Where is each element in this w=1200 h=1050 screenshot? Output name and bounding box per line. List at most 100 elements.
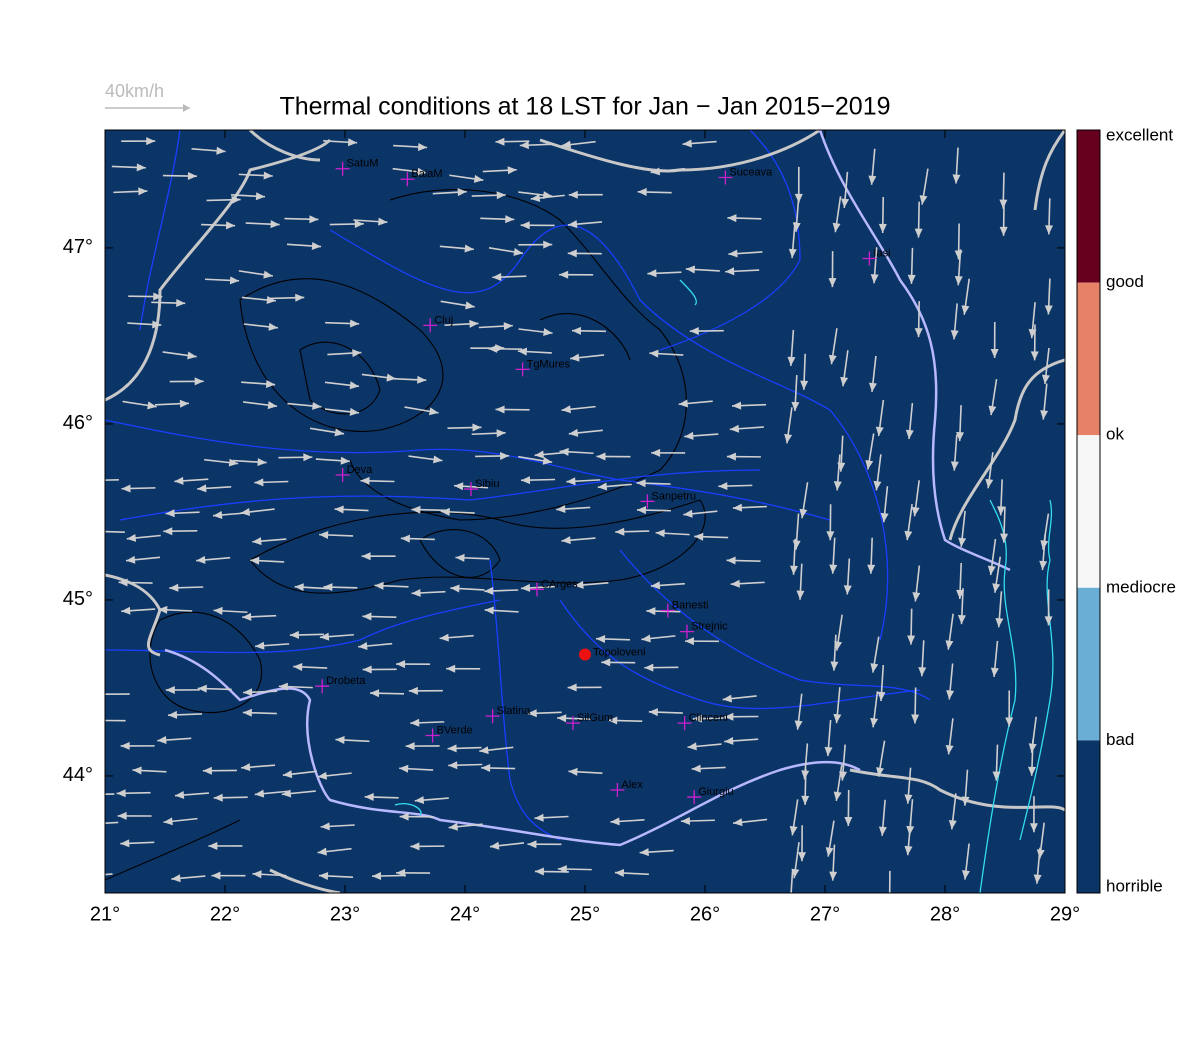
wind-arrow-head [843, 585, 852, 595]
wind-arrow-head [213, 793, 223, 802]
wind-arrow-head [417, 375, 427, 384]
x-tick-label: 21° [90, 903, 120, 925]
wind-arrow-head [295, 293, 305, 302]
wind-arrows [105, 137, 1054, 907]
wind-arrow-head [870, 717, 879, 728]
wind-arrow-head [464, 244, 474, 253]
map-title: Thermal conditions at 18 LST for Jan − J… [279, 93, 890, 121]
wind-arrow-head [648, 708, 658, 717]
wind-arrow-head [868, 175, 877, 185]
y-tick-label: 45° [63, 588, 93, 610]
wind-arrow-head [957, 615, 966, 625]
wind-arrow-head [231, 195, 241, 204]
wind-arrow-head [495, 405, 505, 414]
wind-arrow-head [787, 897, 795, 906]
wind-arrow-head [683, 509, 693, 518]
wind-arrow-head [841, 198, 850, 208]
wind-arrow-head [678, 399, 689, 408]
wind-arrow-head [263, 171, 273, 180]
wind-arrow-head [303, 453, 313, 462]
wind-arrow-head [637, 188, 647, 197]
wind-arrow-head [571, 326, 582, 335]
wind-arrow-head [454, 482, 464, 491]
wind-arrow-head [1044, 305, 1053, 315]
wind-arrow-head [520, 221, 530, 230]
wind-arrow-head [530, 194, 541, 202]
wind-arrow-head [349, 407, 360, 416]
wind-arrow-head [878, 826, 887, 836]
wind-arrow-head [294, 583, 304, 592]
wind-arrow-head [126, 555, 136, 564]
wind-arrow-head [317, 771, 328, 780]
x-tick-label: 27° [810, 903, 840, 925]
wind-arrow-head [784, 433, 793, 444]
wind-arrow-head [875, 426, 884, 437]
wind-arrow-head [614, 869, 625, 878]
wind-arrow-head [455, 553, 465, 562]
wind-arrow-head [293, 662, 303, 671]
wind-arrow-head [999, 226, 1008, 236]
wind-arrow-head [615, 527, 625, 536]
wind-arrow-head [492, 273, 502, 282]
wind-arrow-head [724, 736, 734, 745]
station-label: Iasi [873, 247, 890, 259]
station-label: Strejnic [691, 621, 728, 633]
wind-arrow-head [680, 816, 691, 825]
station-marker [425, 728, 440, 743]
wind-arrow-head [1005, 717, 1014, 727]
wind-arrow-head [826, 531, 835, 541]
x-tick-label: 29° [1050, 903, 1080, 925]
wind-arrow-head [788, 248, 797, 259]
wind-arrow-head [266, 295, 276, 304]
wind-arrow-head [568, 428, 579, 437]
wind-arrow-head [202, 766, 212, 775]
wind-arrow-head [370, 689, 380, 698]
wind-arrow-head [961, 305, 970, 315]
wind-arrow-head [1029, 823, 1038, 833]
station-marker [862, 251, 877, 266]
y-tick-label: 46° [63, 412, 93, 434]
colorbar-segment [1077, 282, 1100, 436]
scale-label: 40km/h [105, 81, 164, 101]
wind-arrow-head [187, 171, 197, 180]
wind-arrow-head [961, 796, 970, 806]
wind-arrow-head [450, 584, 460, 593]
wind-arrow-head [867, 564, 876, 574]
wind-arrow-head [408, 686, 418, 695]
station-label: SilGum [577, 712, 613, 724]
wind-arrow-head [520, 583, 531, 592]
wind-arrow-head [728, 249, 738, 258]
station-label: Deva [347, 464, 374, 476]
wind-arrow-head [1039, 560, 1048, 571]
wind-arrow-head [870, 663, 879, 673]
wind-arrow-head [685, 265, 696, 274]
wind-arrow-head [473, 174, 484, 183]
wind-arrow-head [692, 714, 702, 723]
wind-arrow-head [570, 353, 580, 362]
wind-arrow-head [400, 534, 410, 543]
wind-arrow-head [636, 479, 646, 488]
wind-arrow-head [718, 482, 728, 491]
wind-arrow-head [320, 822, 330, 831]
wind-arrow-head [197, 484, 207, 493]
wind-arrow-head [886, 898, 894, 907]
wind-arrow-head [914, 328, 923, 338]
wind-arrow-head [911, 714, 920, 724]
wind-arrow-head [350, 319, 360, 328]
wind-arrow-head [956, 432, 965, 442]
wind-arrow-head [334, 428, 345, 437]
wind-arrow-head [945, 744, 954, 755]
wind-arrow-head [121, 484, 131, 493]
wind-arrow [105, 873, 113, 876]
wind-arrow-head [254, 478, 264, 487]
wind-arrow-head [830, 661, 839, 671]
wind-arrow-head [655, 529, 665, 538]
wind-arrow-head [334, 505, 344, 514]
wind-arrow-head [495, 137, 505, 146]
wind-arrow-head [829, 564, 838, 574]
colorbar-label: horrible [1106, 876, 1163, 895]
wind-arrow-head [791, 401, 800, 412]
wind-arrow-head [446, 664, 456, 673]
colorbar-label: mediocre [1106, 577, 1176, 596]
wind-arrow-head [789, 565, 798, 575]
